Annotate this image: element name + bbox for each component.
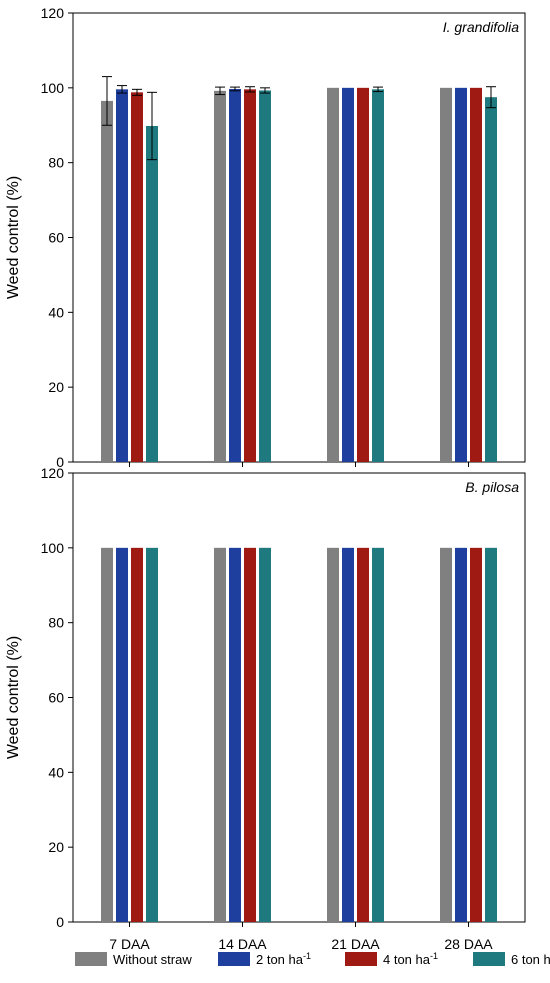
bar	[259, 90, 271, 462]
y-tick-label: 100	[41, 540, 65, 556]
legend-swatch	[473, 952, 505, 966]
bar	[214, 547, 226, 922]
bar	[214, 90, 226, 463]
y-tick-label: 60	[48, 690, 64, 706]
bar	[357, 87, 369, 462]
x-tick-label: 21 DAA	[331, 936, 380, 952]
y-tick-label: 20	[48, 839, 64, 855]
y-axis-title: Weed control (%)	[5, 176, 22, 299]
legend-label: 6 ton ha-1	[511, 951, 550, 967]
bar	[229, 547, 241, 922]
y-tick-label: 40	[48, 764, 64, 780]
bar	[485, 97, 497, 462]
y-tick-label: 60	[48, 230, 64, 246]
y-tick-label: 80	[48, 615, 64, 631]
legend-item: 2 ton ha-1	[218, 951, 311, 967]
y-tick-label: 100	[41, 80, 65, 96]
bar	[244, 547, 256, 922]
bar	[101, 100, 113, 462]
bar	[440, 547, 452, 922]
bar	[101, 547, 113, 922]
y-tick-label: 80	[48, 155, 64, 171]
chart-panel-2: 0 20 40 60 80 100 120 Weed control (%) B. pilosa…	[5, 465, 526, 952]
bar	[327, 547, 339, 922]
x-tick-label: 28 DAA	[444, 936, 493, 952]
legend-label: Without straw	[113, 952, 192, 967]
bar	[455, 547, 467, 922]
bar	[229, 88, 241, 462]
bar	[372, 547, 384, 922]
legend-item: 4 ton ha-1	[345, 951, 438, 967]
panel-title: I. grandifolia	[443, 19, 519, 35]
bar	[342, 547, 354, 922]
bar	[327, 87, 339, 462]
legend-swatch	[218, 952, 250, 966]
y-tick-label: 40	[48, 304, 64, 320]
panel-title: B. pilosa	[465, 479, 519, 495]
bar	[357, 547, 369, 922]
bar	[342, 87, 354, 462]
bar	[244, 89, 256, 462]
y-axis-title: Weed control (%)	[5, 636, 22, 759]
y-tick-label: 20	[48, 379, 64, 395]
bar	[485, 547, 497, 922]
bar	[146, 125, 158, 462]
bar	[455, 87, 467, 462]
y-tick-label: 0	[56, 914, 64, 930]
legend-label: 2 ton ha-1	[256, 951, 311, 967]
bar	[116, 547, 128, 922]
legend-swatch	[75, 952, 107, 966]
bar	[470, 87, 482, 462]
chart-panels: 0 20 40 60 80 100 120 Weed control (%) I. grandi…	[5, 5, 526, 952]
x-tick-label: 14 DAA	[218, 936, 267, 952]
legend-swatch	[345, 952, 377, 966]
x-tick-label: 7 DAA	[109, 936, 150, 952]
bar	[440, 87, 452, 462]
bar	[116, 89, 128, 462]
bar	[372, 89, 384, 462]
legend-item: 6 ton ha-1	[473, 951, 550, 967]
bar	[131, 547, 143, 922]
y-tick-label: 120	[41, 465, 65, 481]
bar	[146, 547, 158, 922]
legend-item: Without straw	[75, 952, 192, 967]
y-tick-label: 120	[41, 5, 65, 21]
y-tick-label: 0	[56, 454, 64, 470]
legend-label: 4 ton ha-1	[383, 951, 438, 967]
chart-panel-1: 0 20 40 60 80 100 120 Weed control (%) I. grandi…	[5, 5, 526, 470]
bar	[131, 92, 143, 462]
bar	[259, 547, 271, 922]
legend: Without straw 2 ton ha-1 4 ton ha-1 6 ton h…	[75, 951, 550, 967]
bar	[470, 547, 482, 922]
